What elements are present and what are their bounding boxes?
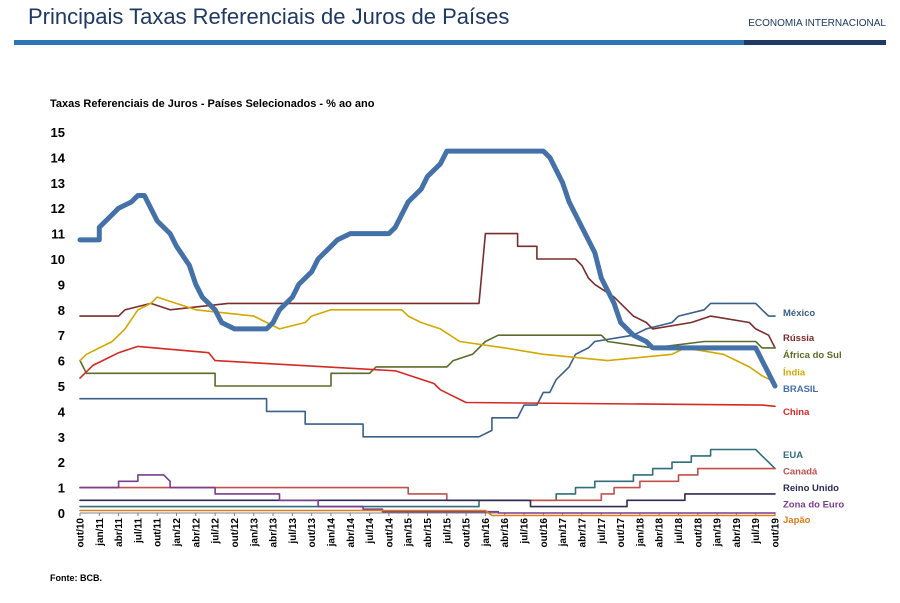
header-rule-main — [14, 40, 744, 45]
series-line-canada — [79, 467, 776, 502]
series-line-russia — [79, 232, 776, 349]
x-tick-label: jul/18 — [674, 518, 685, 545]
chart-title: Taxas Referenciais de Juros - Países Sel… — [50, 98, 375, 110]
x-tick-label: jul/12 — [211, 518, 222, 545]
series-line-reino-unido — [79, 493, 776, 508]
x-tick-label: jan/14 — [326, 518, 337, 548]
x-tick-label: jul/16 — [520, 518, 531, 545]
series-label-mexico: México — [783, 308, 815, 319]
header-rule — [14, 40, 886, 45]
series-label-canada: Canadá — [783, 467, 818, 478]
series-line-eua — [79, 448, 776, 508]
section-label: ECONOMIA INTERNACIONAL — [748, 18, 886, 29]
x-tick-label: abr/11 — [114, 518, 125, 547]
x-tick-label: jan/12 — [172, 518, 183, 548]
x-tick-label: out/10 — [76, 518, 87, 548]
x-tick-label: out/18 — [693, 518, 704, 548]
y-tick-label: 9 — [58, 277, 65, 292]
series-label-russia: Rússia — [783, 333, 815, 344]
x-tick-label: jan/18 — [635, 518, 646, 548]
y-tick-label: 10 — [51, 252, 65, 267]
series-label-reino-unido: Reino Unido — [783, 483, 839, 494]
y-tick-label: 12 — [51, 201, 65, 216]
series-label-china: China — [783, 407, 810, 418]
x-tick-label: jul/19 — [751, 518, 762, 545]
x-tick-label: abr/18 — [655, 518, 666, 548]
series-label-india: Índia — [783, 368, 806, 379]
x-tick-label: jul/11 — [133, 518, 144, 544]
x-tick-label: out/11 — [153, 518, 164, 547]
y-tick-label: 2 — [58, 455, 65, 470]
x-tick-label: abr/19 — [732, 518, 743, 548]
x-tick-label: jul/15 — [442, 518, 453, 545]
x-tick-label: jan/17 — [558, 518, 569, 548]
x-tick-label: out/19 — [771, 518, 782, 548]
header-rule-accent — [744, 40, 886, 45]
series-line-brasil — [77, 148, 778, 389]
x-tick-label: abr/14 — [346, 518, 357, 548]
x-tick-label: jan/15 — [404, 518, 415, 548]
y-tick-label: 11 — [51, 227, 65, 242]
y-tick-label: 1 — [58, 481, 65, 496]
x-tick-label: out/16 — [539, 518, 550, 548]
x-tick-label: jan/19 — [713, 518, 724, 548]
series-labels: México Rússia África do Sul Índia China EUA Ca… — [783, 308, 844, 526]
series-label-africa-do-sul: África do Sul — [783, 350, 842, 361]
series-line-india — [79, 296, 776, 383]
series-label-eua: EUA — [783, 450, 803, 461]
x-tick-label: jul/17 — [597, 518, 608, 545]
page-title: Principais Taxas Referenciais de Juros d… — [28, 4, 510, 29]
series-label-zona-do-euro: Zona do Euro — [783, 500, 844, 511]
series-line-japao — [79, 509, 776, 517]
y-tick-label: 5 — [58, 379, 65, 394]
y-tick-label: 0 — [58, 506, 65, 521]
x-tick-label: out/12 — [230, 518, 241, 548]
series-layer — [77, 148, 778, 517]
x-tick-label: jan/13 — [249, 518, 260, 548]
x-tick-label: out/15 — [462, 518, 473, 548]
x-tick-label: abr/13 — [269, 518, 280, 548]
x-tick-label: abr/15 — [423, 518, 434, 548]
y-tick-label: 8 — [58, 303, 65, 318]
y-tick-label: 14 — [51, 150, 66, 165]
x-tick-label: out/14 — [384, 518, 395, 548]
x-tick-label: out/13 — [307, 518, 318, 548]
series-line-mexico — [79, 302, 776, 438]
y-tick-label: 3 — [58, 430, 65, 445]
y-tick-label: 15 — [51, 125, 65, 140]
x-tick-label: abr/12 — [191, 518, 202, 548]
x-tick-label: abr/17 — [577, 518, 588, 548]
series-line-africa-do-sul — [79, 334, 776, 387]
x-tick-label: jul/13 — [288, 518, 299, 545]
x-axis: out/10 jan/11 abr/11 jul/11 out/11 jan/12 abr/… — [76, 512, 782, 548]
series-line-china — [79, 345, 776, 408]
x-tick-label: abr/16 — [500, 518, 511, 548]
source-note: Fonte: BCB. — [50, 573, 102, 583]
y-tick-label: 4 — [58, 404, 66, 419]
y-tick-label: 13 — [51, 176, 65, 191]
y-tick-label: 6 — [58, 354, 65, 369]
series-label-japao: Japão — [783, 515, 811, 526]
series-label-brasil: BRASIL — [783, 384, 819, 395]
y-tick-label: 7 — [58, 328, 65, 343]
x-tick-label: out/17 — [616, 518, 627, 548]
x-tick-label: jul/14 — [365, 518, 376, 545]
x-tick-label: jan/16 — [481, 518, 492, 548]
x-tick-label: jan/11 — [95, 518, 106, 547]
